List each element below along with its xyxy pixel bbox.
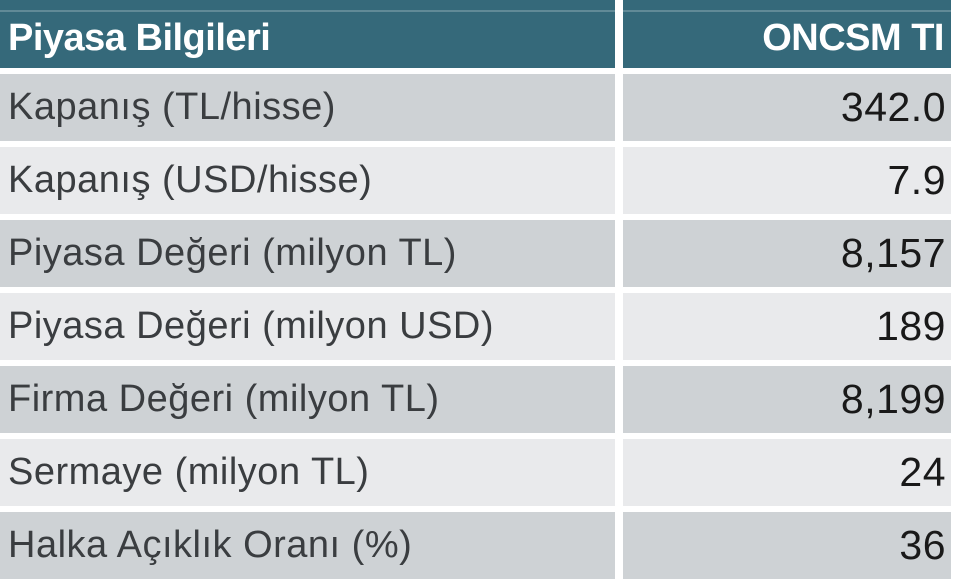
row-value: 342.0: [840, 84, 946, 130]
row-value: 189: [876, 303, 946, 349]
table-row-label-sermaye: Sermaye (milyon TL): [0, 439, 615, 506]
table-header-ticker: ONCSM TI: [623, 0, 951, 68]
table-row-value-sermaye: 24: [623, 439, 951, 506]
row-label: Sermaye (milyon TL): [8, 451, 370, 493]
row-value: 8,157: [840, 230, 946, 276]
row-value: 36: [899, 522, 946, 568]
table-row-label-kapanis-tl: Kapanış (TL/hisse): [0, 74, 615, 141]
table-row-value-piyasa-degeri-tl: 8,157: [623, 220, 951, 287]
table-row-value-firma-degeri: 8,199: [623, 366, 951, 433]
row-label: Piyasa Değeri (milyon TL): [8, 232, 457, 274]
row-value: 24: [899, 449, 946, 495]
table-title: Piyasa Bilgileri: [8, 16, 271, 59]
row-label: Halka Açıklık Oranı (%): [8, 524, 413, 566]
table-row-label-piyasa-degeri-tl: Piyasa Değeri (milyon TL): [0, 220, 615, 287]
table-row-label-halka-acik: Halka Açıklık Oranı (%): [0, 512, 615, 579]
table-row-value-piyasa-degeri-usd: 189: [623, 293, 951, 360]
table-row-value-kapanis-usd: 7.9: [623, 147, 951, 214]
row-value: 8,199: [840, 376, 946, 422]
row-label: Kapanış (USD/hisse): [8, 159, 373, 201]
row-value: 7.9: [887, 157, 946, 203]
row-label: Piyasa Değeri (milyon USD): [8, 305, 495, 347]
row-label: Firma Değeri (milyon TL): [8, 378, 440, 420]
table-header-title: Piyasa Bilgileri: [0, 0, 615, 68]
row-label: Kapanış (TL/hisse): [8, 86, 336, 128]
table-row-value-kapanis-tl: 342.0: [623, 74, 951, 141]
ticker-label: ONCSM TI: [762, 16, 944, 59]
table-row-label-kapanis-usd: Kapanış (USD/hisse): [0, 147, 615, 214]
market-info-table: Piyasa Bilgileri ONCSM TI Kapanış (TL/hi…: [0, 0, 951, 579]
table-row-label-firma-degeri: Firma Değeri (milyon TL): [0, 366, 615, 433]
table-row-value-halka-acik: 36: [623, 512, 951, 579]
table-row-label-piyasa-degeri-usd: Piyasa Değeri (milyon USD): [0, 293, 615, 360]
